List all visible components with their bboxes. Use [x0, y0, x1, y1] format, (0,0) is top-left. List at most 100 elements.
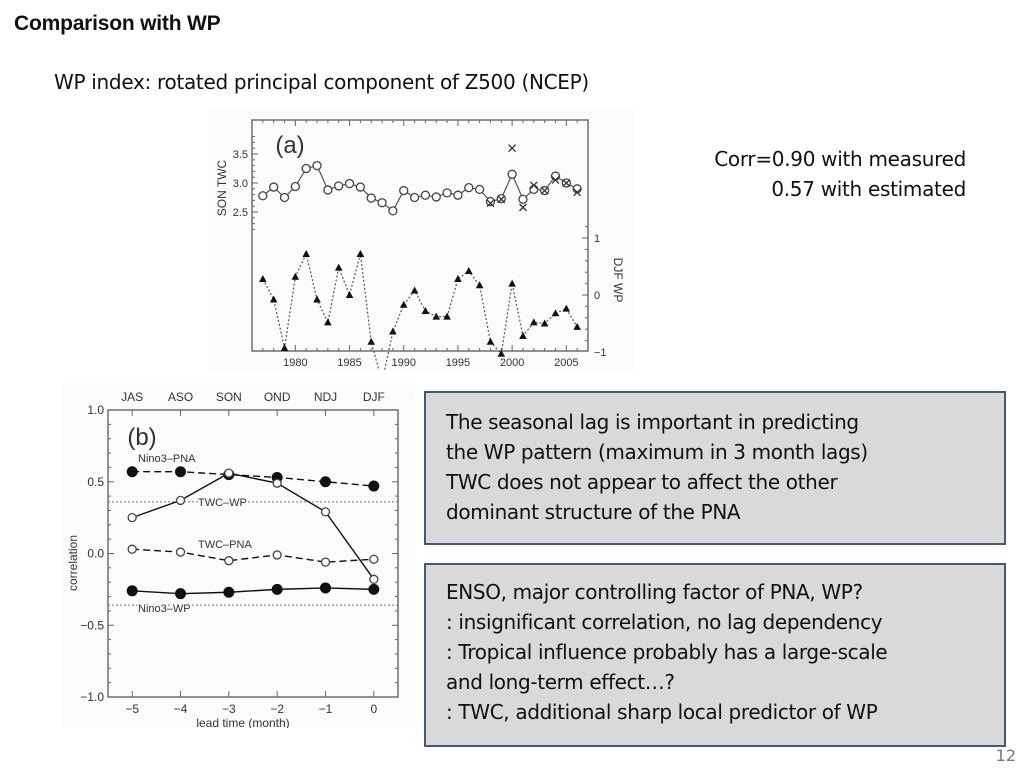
data-point — [320, 507, 331, 517]
season-label: DJF — [363, 390, 385, 404]
correlation-note: Corr=0.90 with measured 0.57 with estima… — [640, 144, 966, 204]
data-point — [464, 182, 474, 193]
y-tick-label: 0.5 — [87, 475, 104, 489]
season-label: JAS — [121, 390, 143, 404]
data-point — [540, 186, 549, 195]
y-axis-label: correlation — [66, 535, 80, 591]
data-point — [175, 495, 186, 506]
plot-frame — [251, 119, 589, 352]
data-point — [323, 185, 333, 195]
x-tick-label: −1 — [319, 702, 333, 716]
y-tick-label: −1.0 — [80, 690, 104, 704]
y-left-tick-label: 3.5 — [233, 149, 248, 161]
data-point — [279, 192, 290, 203]
data-point — [497, 195, 506, 204]
x-tick-label: −4 — [174, 702, 188, 716]
data-point — [562, 304, 571, 312]
data-point — [272, 478, 282, 488]
data-point — [344, 178, 355, 189]
data-point — [269, 182, 279, 192]
data-point — [475, 281, 484, 289]
data-point — [485, 196, 496, 207]
data-point — [127, 544, 137, 554]
data-point — [519, 203, 527, 212]
data-point — [272, 550, 282, 560]
data-point — [224, 468, 234, 478]
data-point — [320, 476, 331, 488]
data-point — [497, 349, 506, 357]
box1-line: the WP pattern (maximum in 3 month lags) — [446, 440, 868, 464]
figure-b: −1.0 −0.5 0.0 0.5 1.0 −5 JAS −4 ASO −3 SON −2 OND −1 N… — [62, 383, 414, 730]
x-tick-label: 1985 — [337, 357, 361, 369]
data-point — [355, 182, 366, 192]
data-point — [126, 466, 138, 478]
panel-label: (b) — [127, 424, 156, 451]
data-point — [420, 190, 431, 200]
slide-subtitle: WP index: rotated principal component of… — [54, 70, 589, 94]
data-point — [453, 190, 463, 200]
x-tick-label: −5 — [125, 702, 139, 716]
box1-line: The seasonal lag is important in predict… — [446, 410, 859, 434]
data-point — [367, 337, 376, 345]
chart-a-svg: 1980 1985 1990 1995 2000 2005 2.5 3.0 3.5 SON TWC… — [215, 119, 625, 385]
x-tick-label: −3 — [222, 702, 236, 716]
data-point — [388, 206, 398, 216]
data-point — [518, 194, 528, 204]
data-point — [399, 300, 408, 308]
data-point — [377, 198, 387, 208]
data-point — [356, 249, 365, 257]
data-point — [486, 337, 495, 345]
textbox-enso: ENSO, major controlling factor of PNA, W… — [424, 563, 1006, 747]
box2-line: : insignificant correlation, no lag depe… — [446, 610, 883, 634]
box2-line: : Tropical influence probably has a larg… — [446, 640, 888, 664]
data-point — [519, 332, 527, 340]
textbox-seasonal-lag: The seasonal lag is important in predict… — [424, 391, 1006, 545]
data-point — [290, 181, 301, 192]
series-line-nino3-pna — [132, 471, 374, 487]
data-point — [464, 267, 473, 275]
data-point — [551, 309, 560, 317]
data-point — [573, 322, 581, 330]
data-point — [320, 557, 331, 567]
data-point — [399, 185, 409, 196]
data-point — [175, 547, 186, 557]
series-label: TWC–PNA — [198, 539, 252, 551]
data-point — [366, 193, 376, 203]
data-point — [474, 184, 485, 195]
data-point — [301, 163, 311, 174]
data-point — [320, 582, 331, 594]
data-point — [324, 318, 332, 326]
y-left-axis-label: SON TWC — [215, 159, 229, 216]
data-point — [409, 192, 420, 203]
y-right-tick-label: 0 — [594, 290, 600, 302]
data-point — [223, 586, 235, 598]
slide-title: Comparison with WP — [14, 12, 221, 35]
x-tick-label: 0 — [370, 702, 377, 716]
data-point — [368, 480, 380, 492]
season-label: ASO — [168, 390, 193, 404]
data-point — [431, 192, 441, 202]
data-point — [224, 556, 234, 566]
data-point — [540, 319, 549, 327]
data-point — [291, 272, 300, 280]
data-point — [369, 554, 379, 564]
data-point — [486, 199, 495, 208]
data-point — [313, 295, 321, 303]
data-point — [529, 181, 538, 190]
data-point — [312, 160, 322, 171]
box1-line: dominant structure of the PNA — [446, 500, 741, 524]
data-point — [302, 249, 310, 257]
data-point — [507, 169, 517, 179]
data-point — [573, 188, 582, 197]
series-label: Nino3–WP — [138, 603, 191, 615]
series-line-twc-wp — [131, 472, 375, 580]
data-point — [345, 291, 354, 298]
data-point — [368, 583, 380, 595]
data-point — [258, 191, 268, 201]
box2-line: ENSO, major controlling factor of PNA, W… — [446, 580, 863, 604]
data-point — [442, 188, 452, 198]
data-point — [269, 295, 278, 303]
figure-a: 1980 1985 1990 1995 2000 2005 2.5 3.0 3.5 SON TWC… — [208, 108, 634, 385]
box1-line: TWC does not appear to affect the other — [446, 470, 838, 494]
season-label: NDJ — [314, 390, 337, 404]
